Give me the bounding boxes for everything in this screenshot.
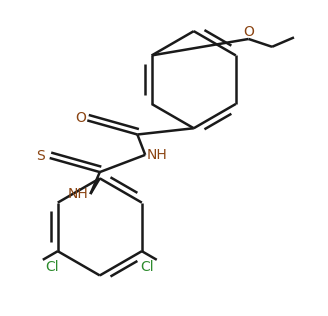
Text: NH: NH	[147, 149, 168, 162]
Text: Cl: Cl	[140, 260, 154, 274]
Text: Cl: Cl	[45, 260, 59, 274]
Text: S: S	[36, 149, 45, 163]
Text: O: O	[243, 25, 254, 39]
Text: O: O	[75, 111, 86, 125]
Text: NH: NH	[68, 187, 89, 201]
